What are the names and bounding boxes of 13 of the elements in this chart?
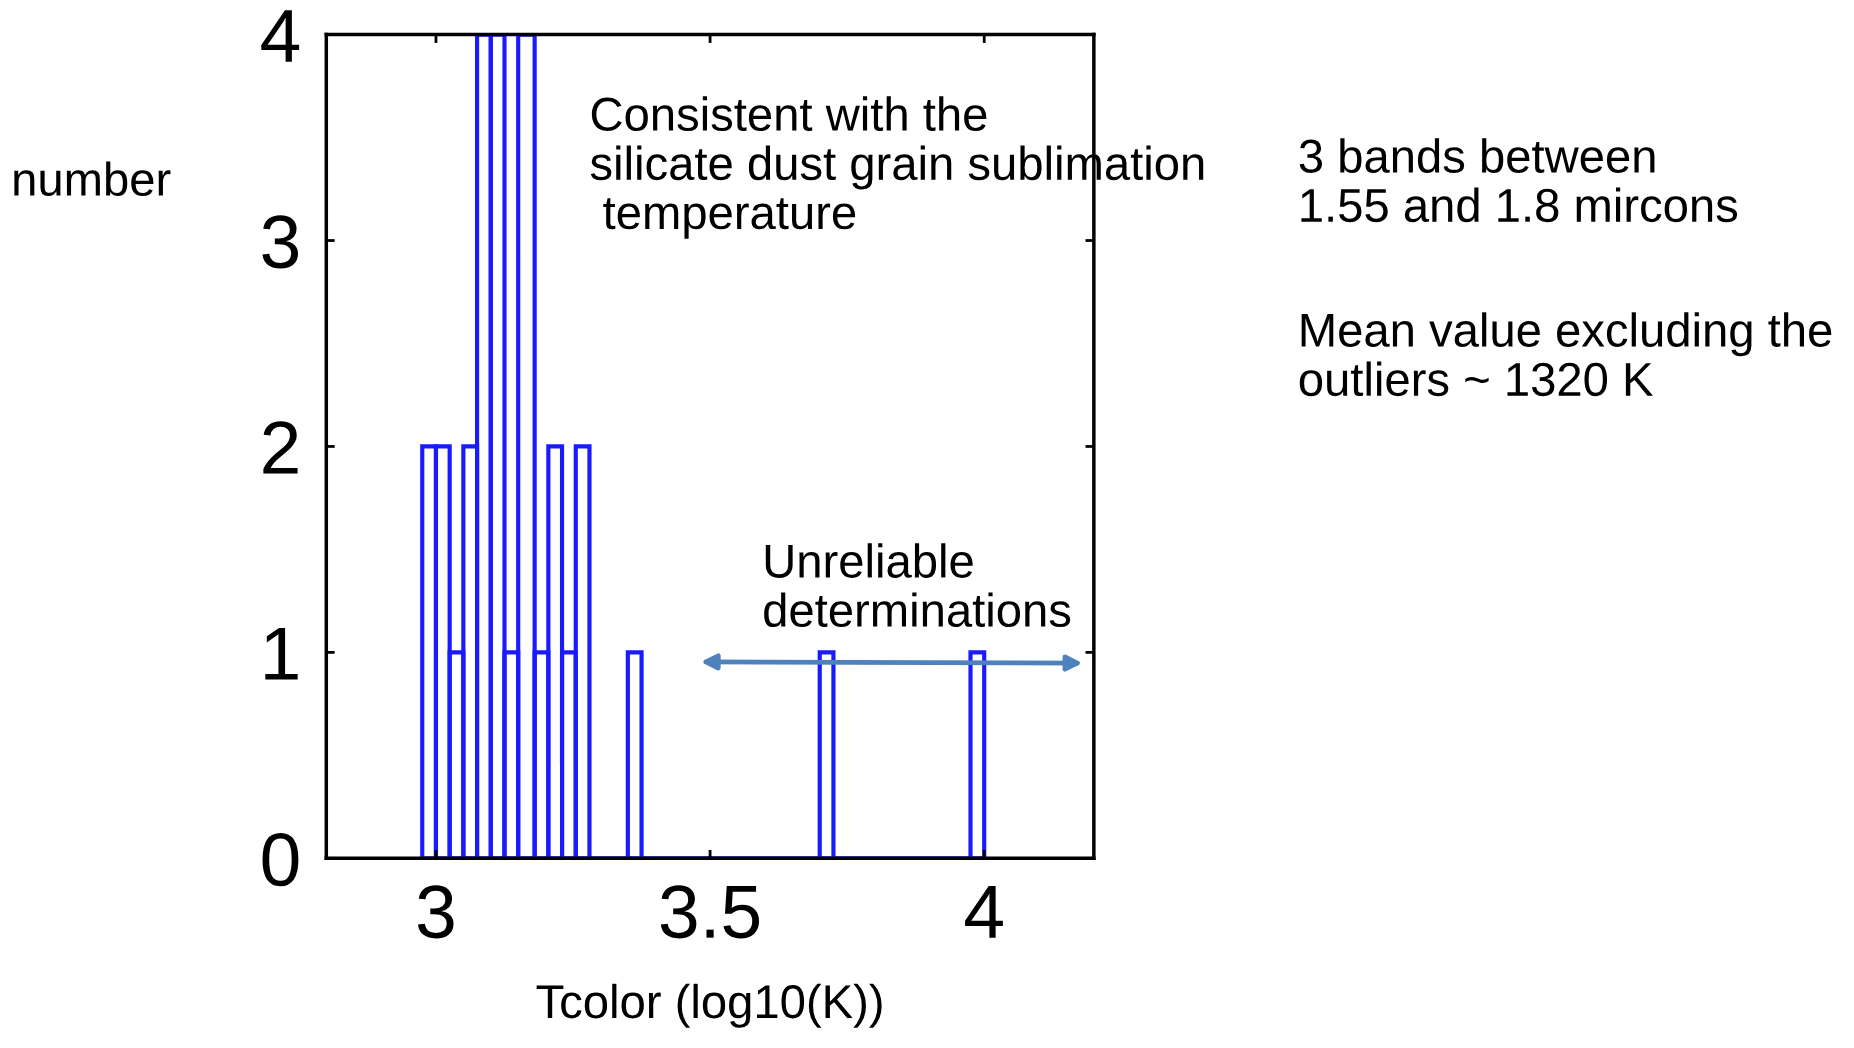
y-tick-label: 0 [262, 833, 299, 887]
x-tick-label: 3.5 [660, 885, 760, 939]
x-tick-label: 3 [417, 885, 454, 939]
annotation: Unreliable determinations [764, 543, 1071, 628]
y-tick-label: 1 [265, 627, 298, 680]
x-tick-label: 4 [965, 886, 1003, 938]
y-axis-title: number [14, 161, 171, 197]
x-axis-title: Tcolor (log10(K)) [536, 983, 882, 1028]
y-tick-label: 2 [263, 421, 298, 474]
text: Mean value excluding the outliers ~ 1320 K [1299, 312, 1832, 397]
y-tick-label: 3 [262, 215, 299, 269]
text: 3 bands between 1.55 and 1.8 mircons [1299, 138, 1738, 223]
y-tick-label: 4 [261, 10, 300, 62]
